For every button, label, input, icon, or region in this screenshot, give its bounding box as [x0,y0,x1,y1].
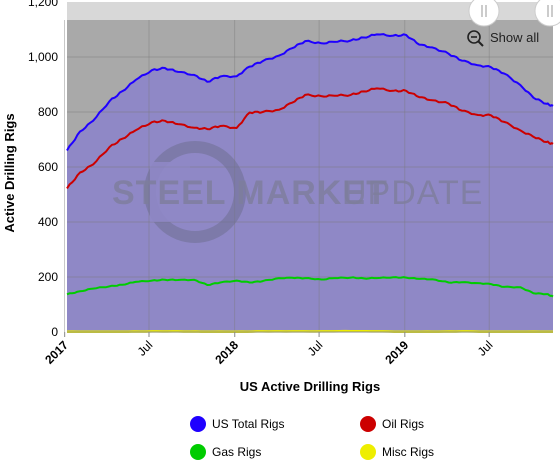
legend-label[interactable]: Oil Rigs [382,417,424,431]
y-tick-label: 1,000 [28,50,58,64]
x-tick-label: 2019 [382,338,411,367]
x-tick-label: 2018 [212,338,241,367]
watermark-logo-ring [144,141,246,243]
scrollbar-track[interactable] [67,2,553,20]
legend-label[interactable]: Misc Rigs [382,445,434,459]
y-tick-label: 200 [38,270,58,284]
y-axis-ticks: 0 200 400 600 800 1,000 1,200 [28,0,58,339]
y-tick-label: 800 [38,105,58,119]
x-axis-ticks: 2017 Jul 2018 Jul 2019 Jul [42,332,496,367]
y-tick-label: 0 [51,325,58,339]
y-axis-title: Active Drilling Rigs [2,113,17,232]
x-axis-title: US Active Drilling Rigs [240,379,380,394]
legend-marker[interactable] [190,416,206,432]
x-tick-label: Jul [135,338,156,359]
x-tick-label: Jul [475,338,496,359]
zoom-out-icon[interactable] [467,30,481,44]
legend-marker[interactable] [360,444,376,460]
legend-item-gas-rigs[interactable]: Gas Rigs [190,444,261,460]
legend-marker[interactable] [360,416,376,432]
legend-label[interactable]: US Total Rigs [212,417,284,431]
x-tick-label: Jul [305,338,326,359]
watermark-logo-cut [150,162,190,222]
y-tick-label: 400 [38,215,58,229]
series-line-gas-rigs[interactable] [66,276,554,298]
legend-label[interactable]: Gas Rigs [212,445,261,459]
legend-item-misc-rigs[interactable]: Misc Rigs [360,444,434,460]
watermark-text-steel-market: STEEL MARKET [112,174,388,212]
watermark [144,141,246,243]
show-all-button[interactable]: Show all [467,30,539,47]
scroll-handle-right[interactable] [534,0,560,27]
legend-marker[interactable] [190,444,206,460]
series-lines [66,33,554,334]
y-tick-label: 600 [38,160,58,174]
scroll-handle-left[interactable] [468,0,500,27]
total-rigs-area [67,34,553,332]
legend-item-us-total-rigs[interactable]: US Total Rigs [190,416,284,432]
show-all-label[interactable]: Show all [490,30,539,45]
legend-item-oil-rigs[interactable]: Oil Rigs [360,416,424,432]
scroll-handle-icon[interactable] [468,0,500,27]
series-line-us-total-rigs[interactable] [66,33,554,151]
series-line-oil-rigs[interactable] [66,87,554,189]
legend: US Total Rigs Oil Rigs Gas Rigs Misc Rigs [190,416,434,460]
x-tick-label: 2017 [42,338,71,367]
y-tick-label: 1,200 [28,0,58,9]
watermark-text-update: UPDATE [342,174,483,212]
